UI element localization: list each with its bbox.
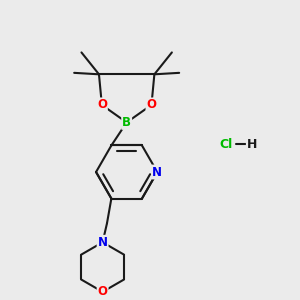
Text: H: H [247, 138, 257, 151]
Text: N: N [98, 236, 108, 249]
Text: Cl: Cl [219, 138, 232, 151]
Text: O: O [98, 285, 108, 298]
Text: B: B [122, 116, 131, 129]
Text: O: O [146, 98, 157, 111]
Text: N: N [152, 166, 162, 178]
Text: O: O [97, 98, 107, 111]
